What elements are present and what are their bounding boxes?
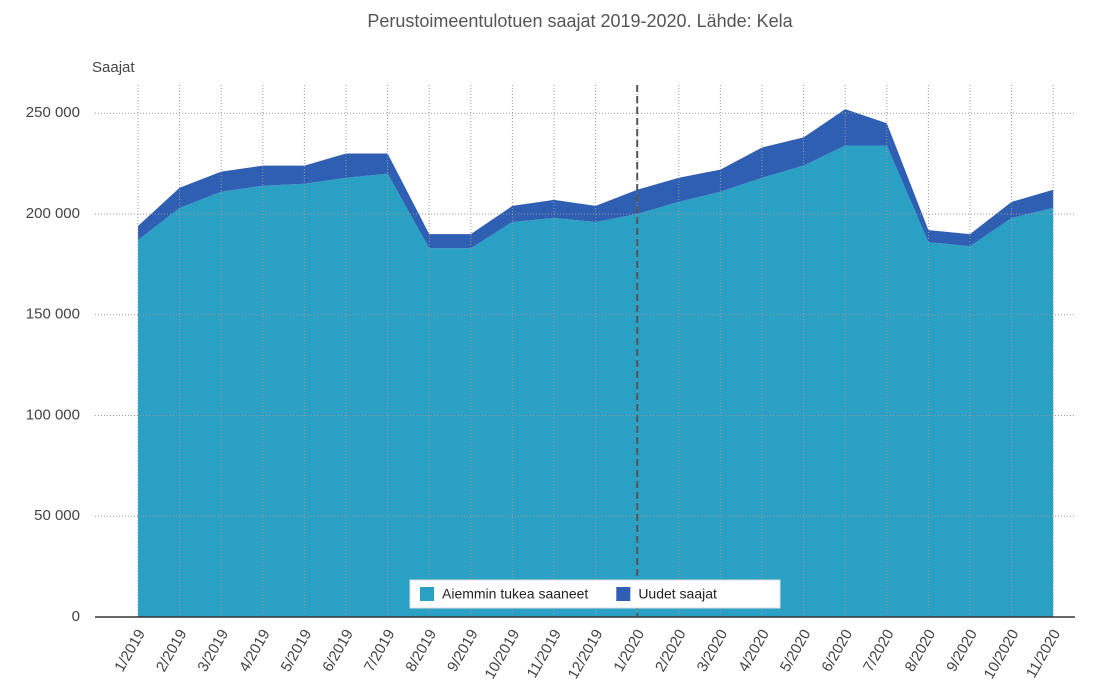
x-tick-label: 7/2020 — [860, 626, 898, 674]
x-tick-label: 9/2020 — [943, 626, 981, 674]
area — [138, 109, 1054, 249]
y-tick-label: 0 — [72, 608, 80, 625]
legend-swatch — [420, 587, 434, 601]
legend-swatch — [616, 587, 631, 601]
x-tick-label: 4/2020 — [735, 626, 773, 674]
x-tick-label: 1/2019 — [111, 626, 149, 674]
y-tick-label: 200 000 — [26, 205, 80, 222]
x-tick-label: 2/2020 — [652, 626, 690, 674]
x-tick-label: 3/2019 — [194, 626, 232, 674]
legend-label: Uudet saajat — [638, 586, 717, 602]
x-tick-label: 6/2020 — [818, 626, 856, 674]
x-tick-label: 1/2020 — [610, 626, 648, 674]
x-tick-label: 7/2019 — [361, 626, 399, 674]
x-tick-label: 6/2019 — [319, 626, 357, 674]
x-tick-label: 9/2019 — [444, 626, 482, 674]
x-tick-label: 5/2019 — [278, 626, 316, 674]
y-axis-label: Saajat — [92, 59, 135, 76]
x-tick-label: 10/2020 — [981, 626, 1023, 681]
y-tick-label: 250 000 — [26, 104, 80, 121]
x-tick-label: 3/2020 — [694, 626, 732, 674]
x-tick-label: 5/2020 — [777, 626, 815, 674]
legend-label: Aiemmin tukea saaneet — [442, 586, 588, 602]
y-tick-label: 100 000 — [26, 406, 80, 423]
x-tick-label: 12/2019 — [565, 626, 607, 681]
chart-title: Perustoimeentulotuen saajat 2019-2020. L… — [367, 11, 793, 31]
x-tick-label: 8/2020 — [902, 626, 940, 674]
y-tick-label: 150 000 — [26, 306, 80, 323]
legend-box — [409, 579, 781, 609]
y-tick-label: 50 000 — [34, 507, 80, 524]
x-tick-label: 8/2019 — [402, 626, 440, 674]
x-tick-label: 2/2019 — [153, 626, 191, 674]
area — [138, 145, 1054, 618]
x-tick-label: 10/2019 — [481, 626, 523, 681]
x-tick-label: 11/2019 — [524, 626, 565, 680]
x-tick-label: 4/2019 — [236, 626, 274, 674]
x-tick-label: 11/2020 — [1023, 626, 1064, 680]
legend: Aiemmin tukea saaneet Uudet saajat — [409, 579, 781, 609]
